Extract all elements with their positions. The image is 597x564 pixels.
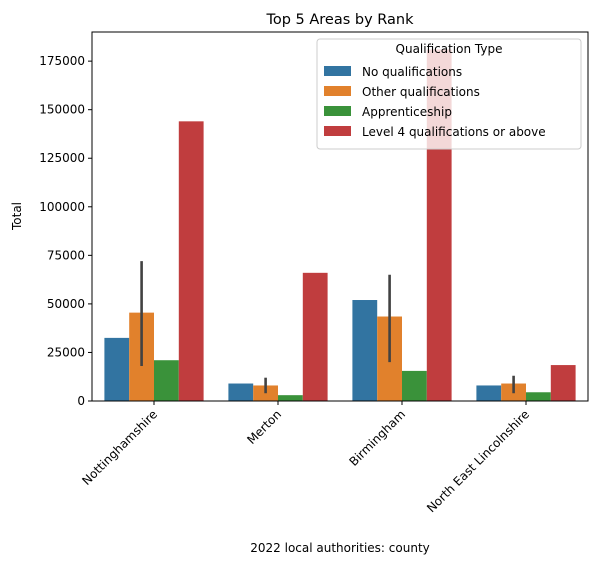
x-axis-label: 2022 local authorities: county (250, 541, 430, 555)
y-tick-label: 100000 (39, 200, 85, 214)
legend-entry: Level 4 qualifications or above (362, 125, 546, 139)
legend-entry: Apprenticeship (362, 105, 452, 119)
y-axis-label: Total (10, 202, 24, 231)
legend-swatch (324, 106, 351, 116)
bar (154, 360, 179, 401)
legend-entry: No qualifications (362, 65, 462, 79)
y-tick-label: 150000 (39, 103, 85, 117)
bar (278, 395, 303, 401)
bar (476, 385, 502, 401)
legend-swatch (324, 126, 351, 136)
y-tick-label: 125000 (39, 151, 85, 165)
y-tick-label: 50000 (47, 297, 85, 311)
legend-entry: Other qualifications (362, 85, 480, 99)
error-bars-layer (140, 261, 515, 394)
y-tick-label: 75000 (47, 248, 85, 262)
bar (526, 392, 551, 401)
legend-frame (316, 38, 582, 150)
plot-frame (91, 31, 589, 402)
bar (104, 337, 130, 401)
bar (550, 365, 576, 401)
chart-title: Top 5 Areas by Rank (265, 12, 414, 28)
bar (402, 370, 427, 401)
x-tick-label: Nottinghamshire (79, 407, 160, 488)
y-tick-label: 25000 (47, 345, 85, 359)
bar (228, 383, 254, 401)
legend: Qualification Type No qualifications Othe… (316, 38, 582, 150)
y-tick-label: 175000 (39, 54, 85, 68)
x-tick-label: Merton (244, 407, 284, 447)
y-axis: 0 25000 50000 75000 100000 125000 150000 175000 (39, 54, 92, 408)
y-tick-label: 0 (77, 394, 85, 408)
x-tick-label: North East Lincolnshire (424, 407, 532, 515)
bar (352, 300, 378, 401)
legend-title: Qualification Type (396, 42, 503, 56)
bar (302, 272, 328, 401)
x-axis: Nottinghamshire Merton Birmingham North Eas… (79, 401, 532, 515)
legend-swatch (324, 86, 351, 96)
legend-swatch (324, 66, 351, 76)
x-tick-label: Birmingham (346, 407, 408, 469)
bar (178, 121, 204, 401)
